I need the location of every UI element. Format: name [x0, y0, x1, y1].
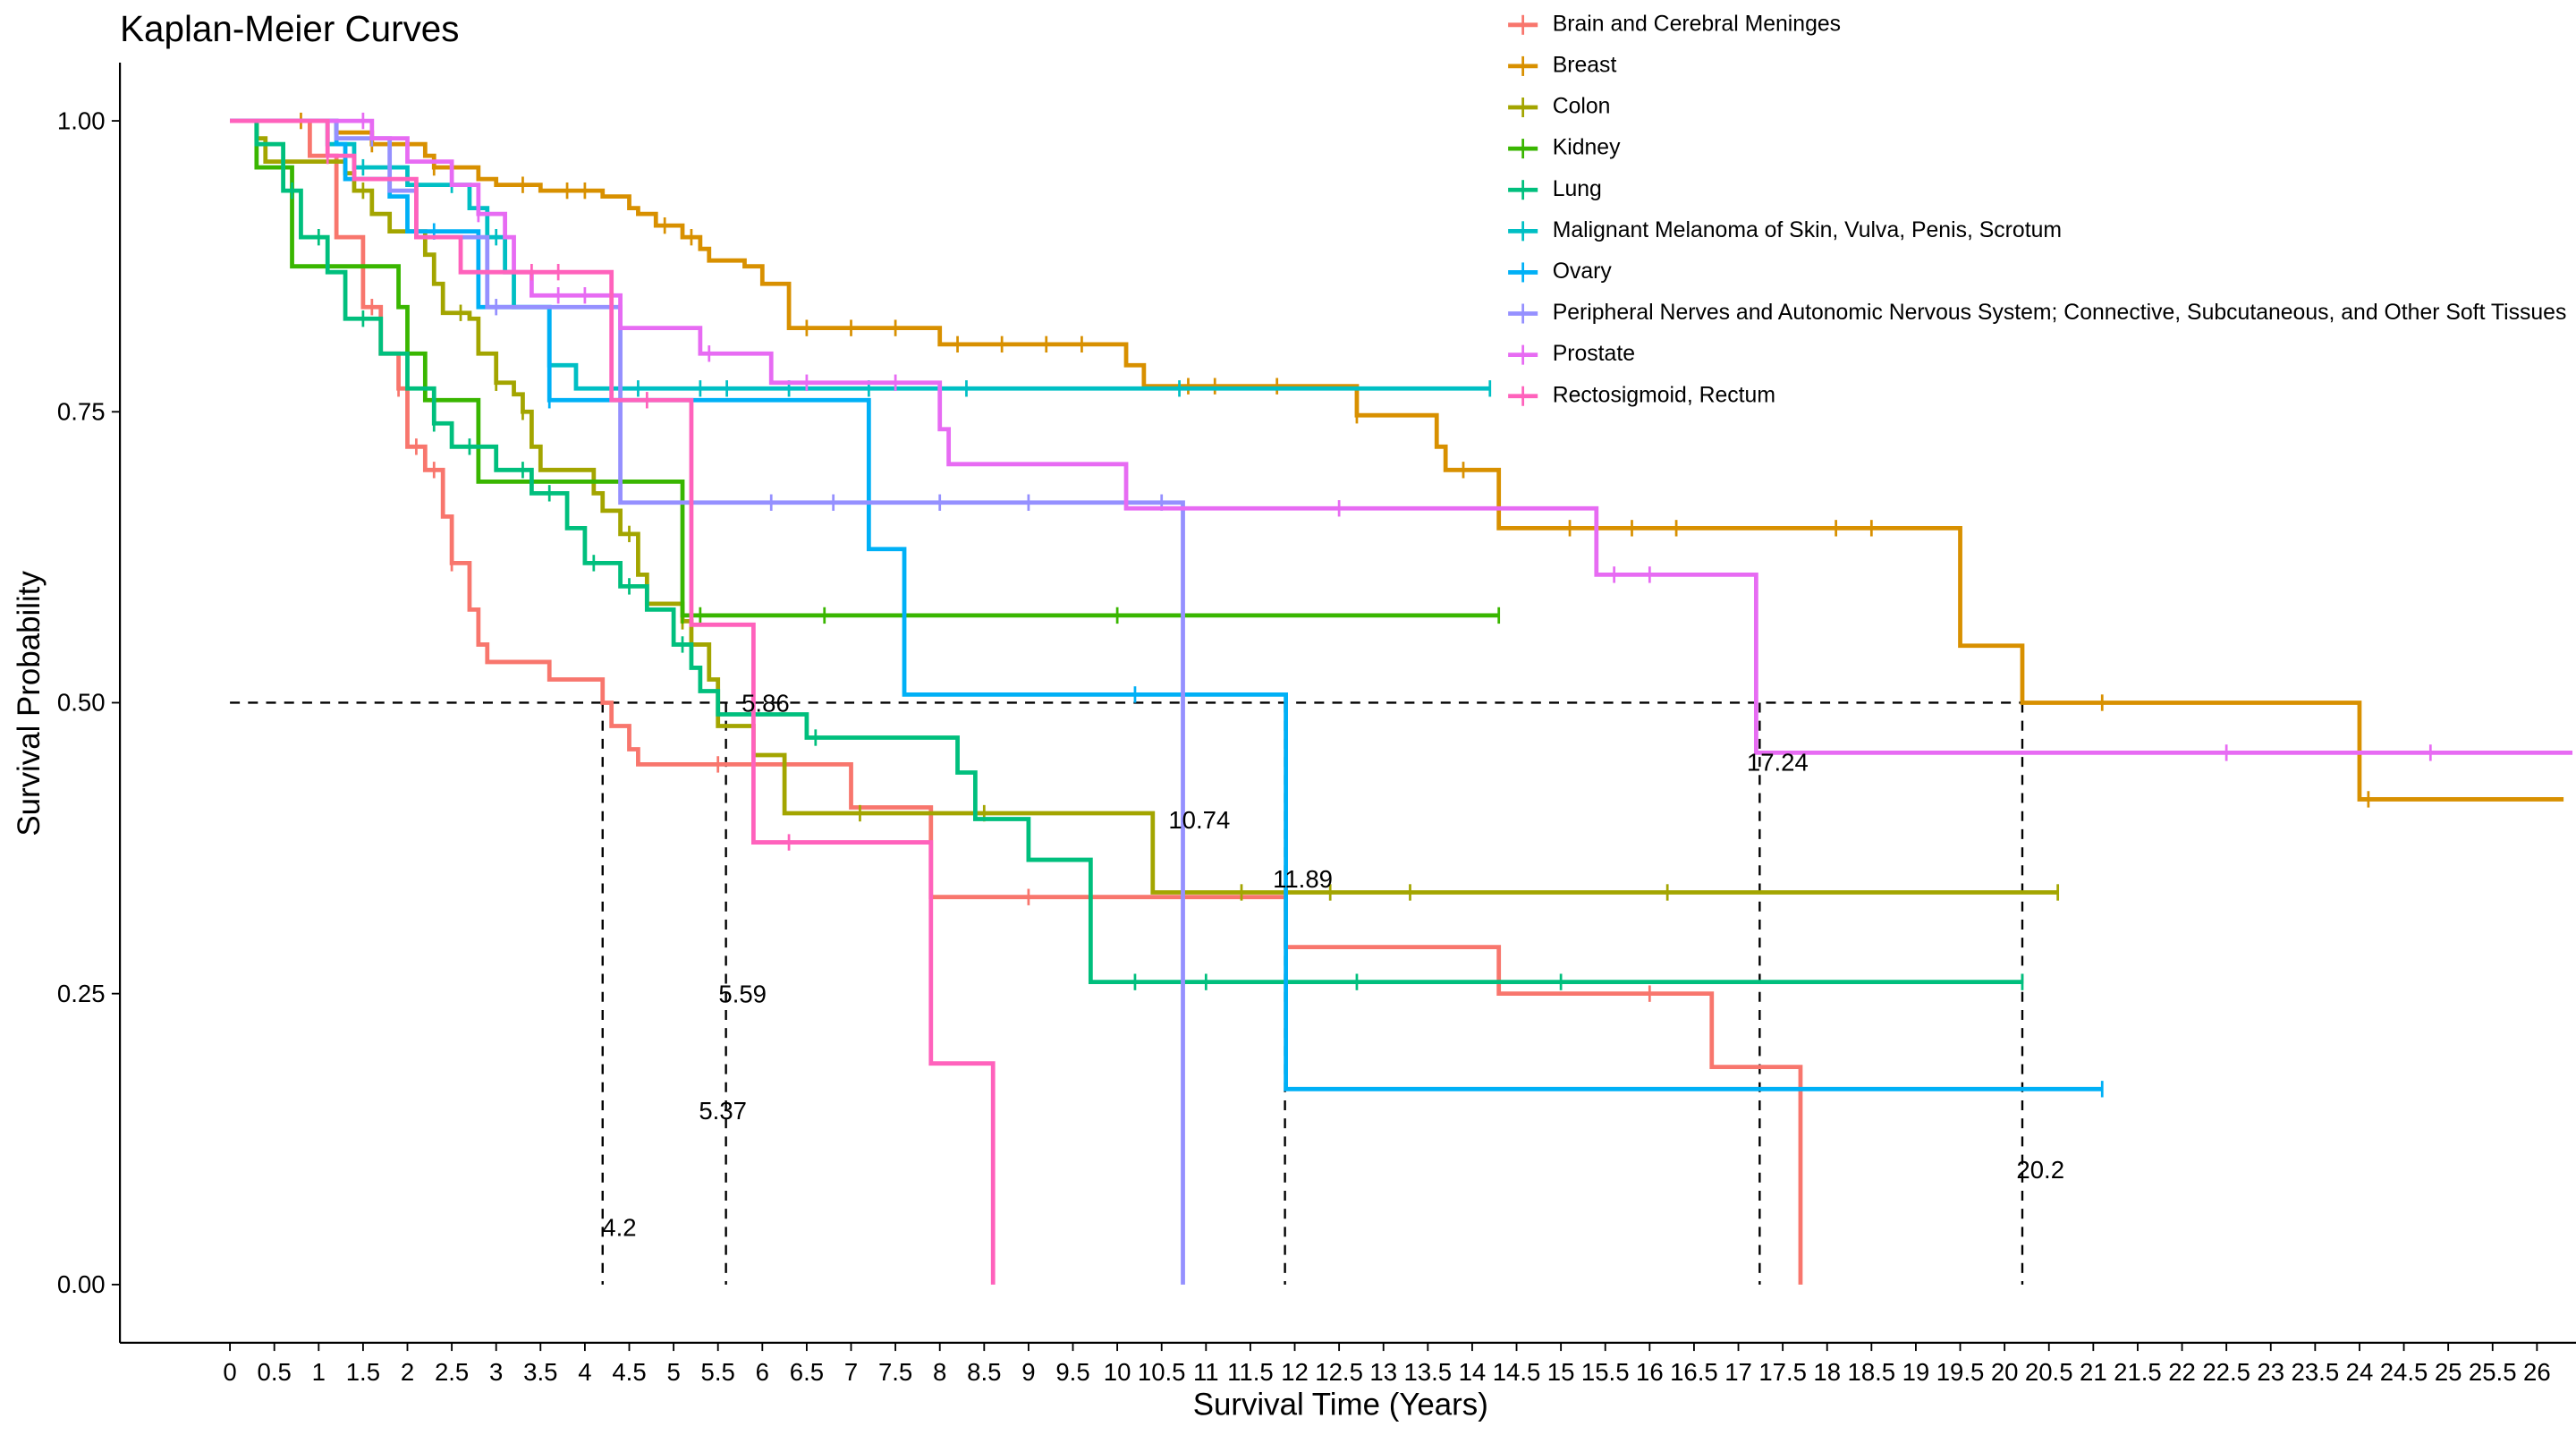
y-axis-title: Survival Probability — [12, 571, 47, 836]
x-tick-label: 13.5 — [1404, 1358, 1453, 1386]
x-tick-label: 23.5 — [2292, 1358, 2340, 1386]
x-tick-label: 5.5 — [701, 1358, 735, 1386]
x-tick-label: 26 — [2523, 1358, 2551, 1386]
legend-label: Breast — [1553, 53, 1617, 77]
x-tick-label: 21.5 — [2114, 1358, 2162, 1386]
x-tick-label: 8.5 — [967, 1358, 1001, 1386]
median-label: 17.24 — [1747, 749, 1809, 777]
x-tick-label: 14 — [1459, 1358, 1487, 1386]
x-tick-label: 0.5 — [258, 1358, 292, 1386]
x-tick-label: 0 — [223, 1358, 236, 1386]
x-tick-label: 19 — [1902, 1358, 1930, 1386]
x-tick-label: 1 — [312, 1358, 326, 1386]
legend-label: Kidney — [1553, 136, 1621, 160]
survival-curve — [230, 118, 2564, 802]
legend-label: Ovary — [1553, 259, 1613, 284]
x-tick-label: 13 — [1369, 1358, 1397, 1386]
x-tick-label: 5 — [666, 1358, 680, 1386]
x-tick-label: 23 — [2257, 1358, 2284, 1386]
x-tick-label: 9.5 — [1055, 1358, 1089, 1386]
x-tick-label: 15 — [1547, 1358, 1575, 1386]
x-axis-title: Survival Time (Years) — [1193, 1388, 1488, 1422]
x-tick-label: 4 — [578, 1358, 591, 1386]
x-tick-label: 16.5 — [1670, 1358, 1718, 1386]
legend-label: Lung — [1553, 177, 1602, 201]
y-tick-label: 0.00 — [57, 1270, 106, 1298]
x-tick-label: 25 — [2435, 1358, 2462, 1386]
median-label: 10.74 — [1168, 806, 1230, 834]
legend-label: Colon — [1553, 95, 1611, 119]
x-tick-label: 3 — [489, 1358, 503, 1386]
median-label: 20.2 — [2016, 1156, 2064, 1184]
chart-title: Kaplan-Meier Curves — [120, 8, 459, 49]
x-tick-label: 17 — [1724, 1358, 1752, 1386]
survival-curve — [230, 118, 2103, 1091]
survival-curve — [230, 118, 2022, 985]
x-tick-label: 18 — [1813, 1358, 1841, 1386]
x-tick-label: 1.5 — [346, 1358, 380, 1386]
x-tick-label: 22 — [2168, 1358, 2196, 1386]
x-tick-label: 11 — [1193, 1358, 1219, 1386]
x-tick-label: 2.5 — [435, 1358, 469, 1386]
x-tick-label: 11.5 — [1227, 1358, 1274, 1386]
legend-label: Malignant Melanoma of Skin, Vulva, Penis… — [1553, 218, 2062, 242]
x-tick-label: 7 — [844, 1358, 858, 1386]
y-tick-label: 0.50 — [57, 689, 106, 717]
x-tick-label: 4.5 — [612, 1358, 646, 1386]
x-tick-label: 6.5 — [790, 1358, 824, 1386]
x-tick-label: 2 — [401, 1358, 414, 1386]
x-tick-label: 15.5 — [1581, 1358, 1630, 1386]
x-tick-label: 19.5 — [1936, 1358, 1985, 1386]
x-tick-label: 9 — [1021, 1358, 1035, 1386]
x-tick-label: 10.5 — [1138, 1358, 1186, 1386]
median-label: 5.37 — [699, 1097, 747, 1125]
x-tick-label: 10 — [1104, 1358, 1131, 1386]
legend: Brain and Cerebral Meninges Breast Colon Ki… — [1508, 12, 2566, 407]
x-tick-label: 12.5 — [1315, 1358, 1363, 1386]
survival-curve — [230, 118, 1499, 618]
survival-curve — [230, 118, 2573, 755]
x-tick-label: 12 — [1281, 1358, 1309, 1386]
x-tick-label: 14.5 — [1493, 1358, 1541, 1386]
x-tick-label: 8 — [933, 1358, 946, 1386]
x-tick-label: 16 — [1636, 1358, 1664, 1386]
x-tick-label: 22.5 — [2202, 1358, 2250, 1386]
y-tick-label: 1.00 — [57, 106, 106, 134]
survival-curve — [230, 118, 996, 1285]
median-label: 5.59 — [718, 981, 767, 1008]
legend-label: Peripheral Nerves and Autonomic Nervous … — [1553, 301, 2567, 325]
x-tick-label: 25.5 — [2469, 1358, 2517, 1386]
legend-label: Rectosigmoid, Rectum — [1553, 383, 1775, 407]
legend-label: Prostate — [1553, 342, 1635, 366]
x-tick-label: 18.5 — [1848, 1358, 1896, 1386]
x-tick-label: 3.5 — [523, 1358, 557, 1386]
legend-label: Brain and Cerebral Meninges — [1553, 12, 1841, 36]
median-label: 11.89 — [1273, 865, 1333, 893]
x-tick-label: 17.5 — [1758, 1358, 1807, 1386]
x-tick-label: 24.5 — [2380, 1358, 2428, 1386]
median-label: 4.2 — [602, 1213, 636, 1241]
x-tick-label: 6 — [756, 1358, 769, 1386]
x-tick-label: 21 — [2080, 1358, 2107, 1386]
x-tick-label: 20 — [1991, 1358, 2019, 1386]
x-tick-label: 20.5 — [2025, 1358, 2073, 1386]
x-tick-label: 7.5 — [878, 1358, 912, 1386]
median-label: 5.86 — [741, 690, 790, 718]
survival-curve — [230, 118, 2058, 895]
x-tick-label: 24 — [2346, 1358, 2374, 1386]
y-tick-label: 0.25 — [57, 980, 106, 1007]
y-tick-label: 0.75 — [57, 397, 106, 425]
